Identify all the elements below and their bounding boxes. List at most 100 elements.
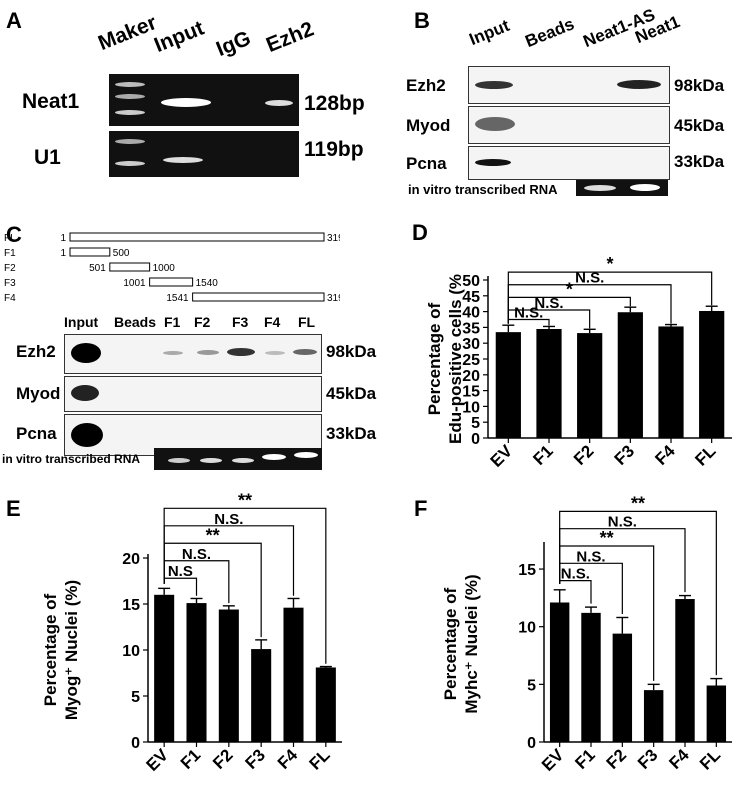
y-axis-label-line: Percentage of (441, 587, 460, 700)
x-tick-label: FL (691, 441, 719, 469)
rna-label: in vitro transcribed RNA (408, 182, 558, 197)
y-tick-label: 40 (462, 305, 480, 322)
significance-label: N.S. (214, 511, 243, 528)
x-tick-label: F3 (611, 441, 638, 468)
significance-label: N.S. (576, 548, 605, 565)
bar (617, 312, 643, 438)
lane-label: Input (151, 16, 208, 58)
bar (154, 594, 175, 742)
x-tick-label: F1 (529, 441, 556, 468)
significance-label: N.S. (575, 270, 604, 287)
panel-letter-c: C (6, 222, 22, 247)
fragment-bar (109, 262, 151, 272)
significance-label: ** (206, 525, 220, 545)
fragment-name: F1 (4, 248, 16, 259)
gel-neat1 (109, 74, 299, 126)
y-axis-label-line: Percentage of (41, 593, 60, 706)
x-tick-label: F4 (274, 745, 302, 773)
bar (536, 328, 562, 438)
lane-label: F1 (164, 314, 181, 330)
x-tick-label: F2 (603, 745, 630, 772)
blot-c-ezh2 (64, 334, 322, 374)
fragment-start: 1541 (166, 293, 189, 304)
bar (581, 612, 601, 742)
fragment-start: 501 (89, 263, 106, 274)
significance-bracket (163, 507, 327, 664)
y-tick-label: 50 (462, 273, 480, 290)
y-tick-label: 30 (462, 336, 480, 353)
y-tick-label: 45 (462, 289, 480, 306)
significance-label: N.S. (182, 546, 211, 563)
lane-label: Beads (522, 14, 577, 52)
y-axis-label-line: Percentage of (425, 302, 444, 415)
size-label: 45kDa (326, 384, 377, 403)
fragment-start: 1 (60, 233, 66, 244)
significance-label: N.S. (534, 295, 563, 312)
fragment-end: 3190 (327, 233, 340, 244)
bar (283, 607, 304, 742)
x-tick-label: F3 (242, 745, 269, 772)
x-tick-label: F2 (570, 441, 597, 468)
bar (706, 685, 727, 742)
blot-myod (468, 106, 670, 144)
x-tick-label: FL (306, 745, 334, 773)
y-tick-label: 5 (131, 689, 140, 706)
bar (699, 310, 725, 438)
row-label-neat1: Neat1 (22, 90, 80, 113)
significance-bracket (507, 271, 713, 324)
y-tick-label: 10 (462, 399, 480, 416)
lane-label: Ezh2 (263, 17, 318, 58)
size-label: 98kDa (326, 342, 377, 361)
lane-label: FL (298, 314, 316, 330)
panel-letter-b: B (414, 8, 430, 33)
y-tick-label: 0 (527, 735, 536, 752)
panel-letter-d: D (412, 220, 428, 245)
fragment-start: 1001 (123, 278, 146, 289)
y-tick-label: 10 (518, 620, 536, 637)
significance-label: N.S. (608, 514, 637, 531)
x-tick-label: EV (143, 745, 173, 775)
fragment-name: F3 (4, 278, 16, 289)
lane-label: Maker (95, 11, 160, 56)
fragment-end: 1000 (153, 263, 176, 274)
significance-bracket (559, 579, 592, 604)
y-axis-label: Percentage of Myhc⁺ Nuclei (%) (441, 574, 481, 713)
y-tick-label: 0 (471, 431, 480, 448)
lane-label: IgG (213, 26, 255, 62)
y-tick-label: 15 (518, 562, 536, 579)
fragment-end: 500 (113, 248, 130, 259)
bar (658, 326, 684, 438)
blot-pcna (468, 146, 670, 180)
blot-c-myod (64, 376, 322, 412)
fragment-bar (192, 292, 325, 302)
bar (495, 332, 521, 438)
fragment-name: F4 (4, 293, 16, 304)
x-tick-label: F4 (651, 441, 679, 469)
bar (675, 599, 695, 742)
bar (643, 690, 664, 742)
fragment-name: F2 (4, 263, 16, 274)
fragment-end: 1540 (196, 278, 219, 289)
bar (612, 633, 633, 742)
chart-d: Percentage of Edu-positive cells (% 051015… (425, 254, 732, 471)
row-label-pcna: Pcna (16, 424, 57, 443)
significance-label: * (566, 279, 573, 299)
size-label: 128bp (304, 92, 365, 115)
y-tick-label: 0 (131, 735, 140, 752)
significance-label: ** (238, 492, 252, 510)
y-axis-label: Percentage of Edu-positive cells (% (425, 274, 465, 444)
significance-label: N.S. (561, 566, 590, 583)
row-label-myod: Myod (406, 116, 451, 135)
row-label-ezh2: Ezh2 (406, 76, 446, 95)
fragment-bar (149, 277, 194, 287)
lane-label: Input (64, 314, 99, 330)
lane-label: Input (466, 15, 513, 50)
y-tick-label: 5 (471, 415, 480, 432)
y-tick-label: 5 (527, 677, 536, 694)
row-label-pcna: Pcna (406, 154, 447, 173)
y-tick-label: 10 (122, 643, 140, 660)
y-tick-label: 15 (462, 384, 480, 401)
x-tick-label: EV (487, 441, 517, 471)
